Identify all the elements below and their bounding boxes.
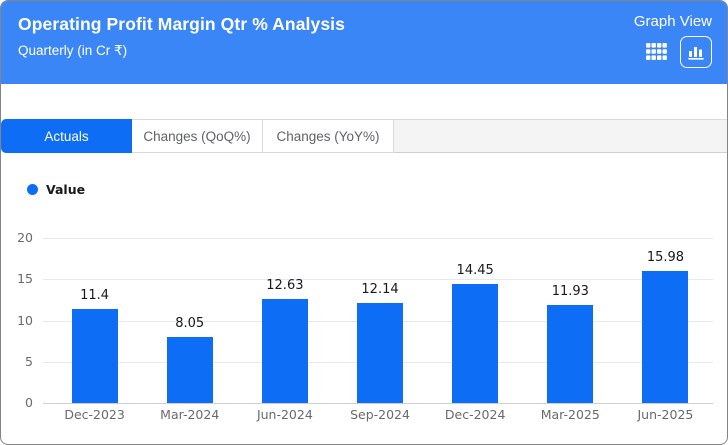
x-axis-tick-label: Dec-2024 (444, 407, 506, 422)
x-axis-tick-label: Sep-2024 (350, 407, 410, 422)
page-title: Operating Profit Margin Qtr % Analysis (18, 14, 345, 34)
tab-bar-filler (394, 119, 727, 153)
legend-series-label: Value (46, 182, 86, 197)
tab-changes-yoy[interactable]: Changes (YoY%) (263, 119, 394, 153)
bar-value-label: 12.14 (361, 281, 399, 297)
bar-value-label: 12.63 (266, 277, 304, 293)
gridline-y20 (43, 238, 713, 239)
bar-Dec-2023[interactable] (71, 308, 118, 403)
bar-Sep-2024[interactable] (357, 302, 404, 403)
page-subtitle: Quarterly (in Cr ₹) (18, 43, 128, 58)
x-axis-tick-label: Mar-2025 (540, 407, 600, 422)
x-axis-tick-label: Jun-2025 (637, 407, 694, 422)
bar-value-label: 11.4 (80, 287, 110, 303)
tab-actuals[interactable]: Actuals (1, 119, 132, 153)
x-axis-tick-label: Dec-2023 (64, 407, 125, 422)
chart-legend[interactable]: Value (27, 182, 85, 197)
y-axis-tick-label: 10 (17, 312, 33, 328)
tab-changes-qoq[interactable]: Changes (QoQ%) (132, 119, 263, 153)
view-mode-label: Graph View (633, 13, 712, 30)
y-axis-tick-label: 0 (25, 395, 33, 410)
bar-Dec-2024[interactable] (452, 283, 499, 403)
view-toggle-group: Graph View (634, 13, 712, 68)
bar-Jun-2025[interactable] (642, 271, 689, 403)
gridline-y0 (43, 403, 713, 404)
y-axis-tick-label: 15 (17, 271, 33, 287)
x-axis-tick-label: Mar-2024 (160, 407, 220, 422)
y-axis-tick-label: 5 (25, 353, 33, 369)
bar-value-label: 8.05 (175, 315, 205, 331)
tab-bar: Actuals Changes (QoQ%) Changes (YoY%) (1, 119, 727, 153)
bar-Mar-2025[interactable] (547, 304, 594, 403)
bar-value-label: 14.45 (456, 262, 494, 278)
x-axis-tick-label: Jun-2024 (256, 407, 313, 422)
widget-header: Operating Profit Margin Qtr % Analysis Q… (1, 1, 727, 84)
legend-marker-icon (27, 184, 38, 195)
bar-value-label: 15.98 (646, 250, 685, 266)
bar-value-label: 11.93 (551, 283, 589, 299)
y-axis-tick-label: 20 (17, 230, 33, 245)
gridline-y15 (43, 279, 713, 281)
table-view-icon[interactable] (646, 43, 667, 61)
bar-Jun-2024[interactable] (261, 298, 308, 403)
bar-chart-view-icon[interactable] (680, 36, 712, 68)
bar-Mar-2024[interactable] (166, 336, 213, 403)
